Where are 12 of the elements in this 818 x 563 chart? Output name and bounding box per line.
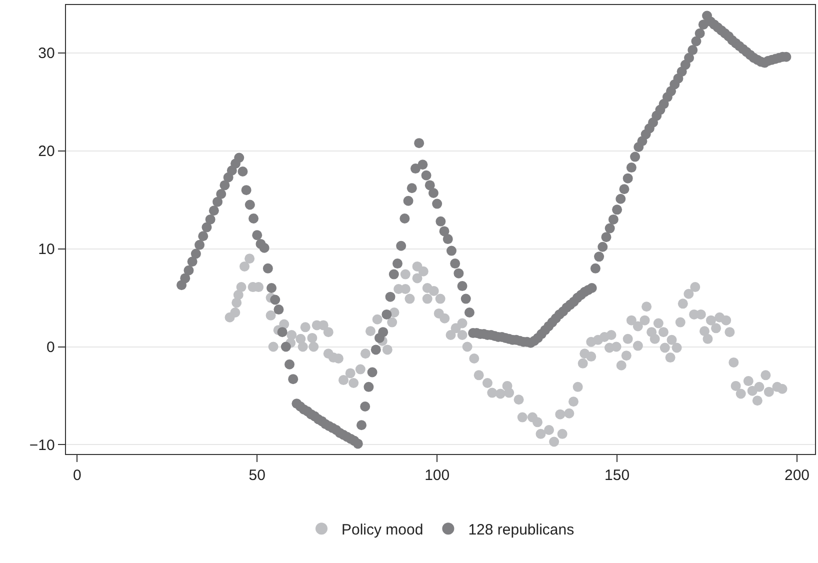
y-tick-label: 30 — [38, 45, 55, 62]
x-tick-label: 100 — [424, 467, 450, 484]
x-tick-label: 0 — [72, 467, 82, 484]
x-tick-label: 150 — [604, 467, 630, 484]
y-tick-label: −10 — [29, 436, 55, 454]
y-tick-label: 20 — [38, 143, 55, 160]
y-tick-label: 0 — [46, 339, 55, 356]
x-tick-label: 200 — [784, 467, 810, 484]
y-tick-label: 10 — [38, 241, 55, 258]
x-tick-label: 50 — [248, 467, 266, 484]
legend-label: 128 republicans — [468, 521, 574, 538]
legend-label: Policy mood — [342, 521, 424, 538]
